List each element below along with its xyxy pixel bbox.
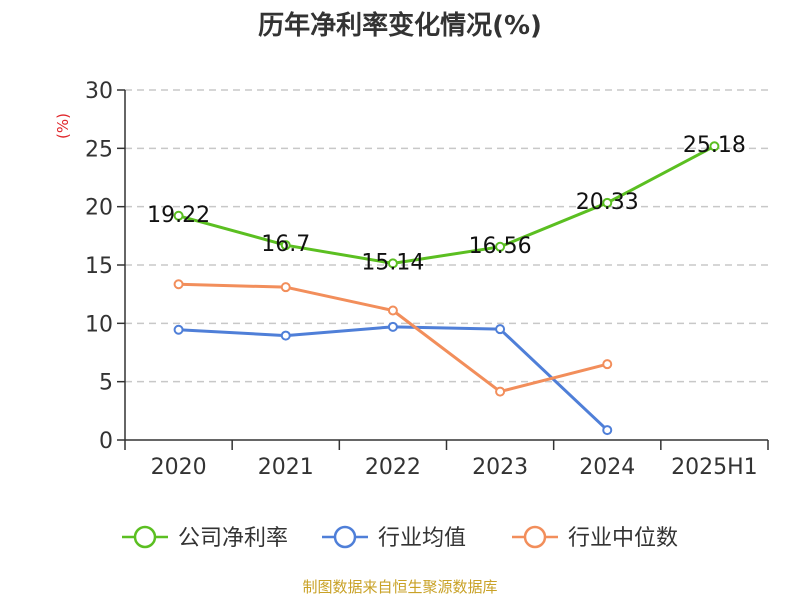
x-tick-label: 2024 [579, 455, 635, 480]
data-label: 20.33 [576, 190, 639, 215]
y-tick-label: 5 [99, 371, 113, 396]
data-point [387, 258, 398, 269]
series-line [178, 144, 716, 265]
data-point [602, 425, 613, 436]
y-tick-label: 20 [85, 196, 113, 221]
gridlines [125, 89, 768, 383]
x-tick-label: 2025H1 [671, 455, 758, 480]
x-tick-label: 2022 [365, 455, 421, 480]
series-line [178, 325, 609, 432]
data-point [280, 282, 291, 293]
data-label: 16.56 [469, 234, 532, 259]
data-point [173, 210, 184, 221]
x-tick-label: 2021 [258, 455, 314, 480]
y-tick-label: 10 [85, 312, 113, 337]
data-point [280, 240, 291, 251]
x-tick-label: 2020 [151, 455, 207, 480]
legend-marker [333, 525, 357, 549]
data-point [173, 279, 184, 290]
data-point [602, 197, 613, 208]
legend-label: 公司净利率 [178, 526, 288, 551]
legend: 公司净利率 行业均值 行业中位数 [122, 525, 678, 551]
data-label: 19.22 [147, 203, 210, 228]
data-point [387, 305, 398, 316]
source-note: 制图数据来自恒生聚源数据库 [302, 578, 497, 596]
series-layer [173, 141, 720, 436]
chart-title: 历年净利率变化情况(%) [258, 10, 542, 41]
series-line [178, 282, 608, 394]
legend-label: 行业均值 [378, 526, 466, 551]
y-tick-label: 30 [85, 79, 113, 104]
legend-label: 行业中位数 [568, 526, 678, 551]
data-point [173, 324, 184, 335]
data-point [602, 359, 613, 370]
x-tick-label: 2023 [472, 455, 528, 480]
data-label: 16.7 [261, 232, 310, 257]
axes: 0 5 10 15 20 25 30 2020 2021 2022 2023 2024 2025H1 [85, 79, 769, 480]
data-label: 25.18 [683, 133, 746, 158]
legend-marker [523, 525, 547, 549]
data-point [709, 141, 720, 152]
data-point [280, 330, 291, 341]
data-point [495, 386, 506, 397]
legend-marker [133, 525, 157, 549]
y-tick-label: 15 [85, 254, 113, 279]
y-tick-label: 25 [85, 137, 113, 162]
data-labels: 19.22 16.7 15.14 16.56 20.33 25.18 [147, 133, 746, 275]
data-point [495, 241, 506, 252]
data-point [495, 324, 506, 335]
data-label: 15.14 [361, 250, 424, 275]
y-axis-unit: (%) [54, 113, 72, 139]
data-point [387, 321, 398, 332]
y-tick-label: 0 [99, 429, 113, 454]
